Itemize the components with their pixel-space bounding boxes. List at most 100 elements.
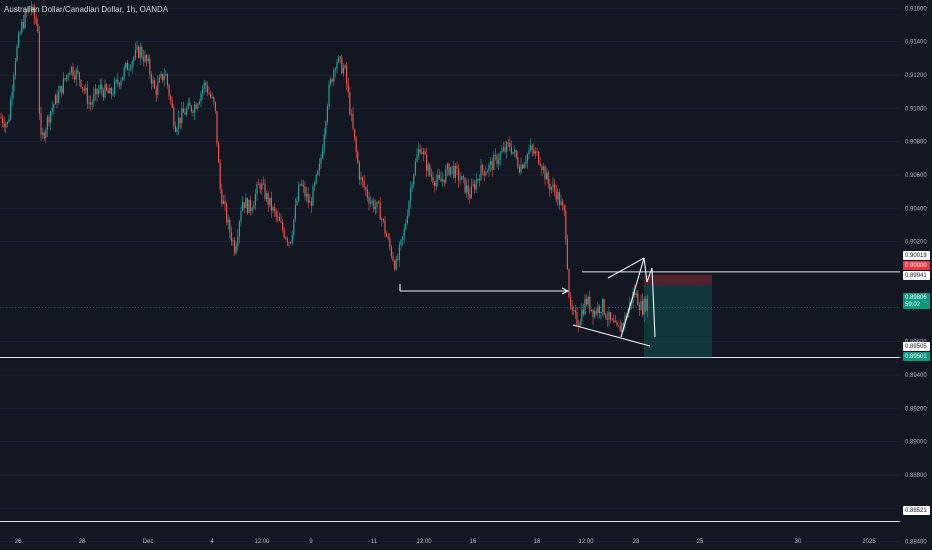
candle-body bbox=[352, 113, 354, 130]
candle-body bbox=[358, 162, 360, 180]
candle-body bbox=[258, 184, 260, 185]
time-axis[interactable]: 26 28 Dec 4 12:00 9 11 12:00 16 18 12:00 23 25 30 2025 bbox=[15, 539, 877, 545]
zigzag-projection[interactable] bbox=[620, 257, 656, 338]
candle-body bbox=[541, 165, 543, 170]
candle-body bbox=[498, 160, 500, 164]
candle-body bbox=[278, 216, 280, 222]
candle-body bbox=[266, 193, 268, 200]
time-tick-label: 4 bbox=[210, 539, 214, 545]
candle-body bbox=[178, 117, 180, 129]
candle-body bbox=[566, 239, 568, 270]
candle-body bbox=[114, 81, 116, 95]
candle-body bbox=[96, 88, 98, 95]
candle-body bbox=[120, 80, 122, 86]
wedge-lower-line[interactable] bbox=[572, 324, 651, 347]
candle-body bbox=[243, 202, 245, 208]
candle-body bbox=[440, 178, 442, 182]
candle-body bbox=[429, 164, 431, 176]
candle-body bbox=[490, 161, 492, 165]
candle-body bbox=[43, 132, 45, 139]
candle-body bbox=[547, 172, 549, 184]
candle-body bbox=[398, 245, 400, 260]
price-tick-label: 0.89000 bbox=[905, 440, 927, 446]
candle-body bbox=[256, 184, 258, 194]
price-tick-label: 0.90200 bbox=[905, 240, 927, 246]
candle-body bbox=[517, 157, 519, 167]
time-tick-label: 30 bbox=[795, 539, 802, 545]
stop-zone[interactable] bbox=[644, 275, 712, 285]
candle-body bbox=[458, 168, 460, 181]
candle-body bbox=[26, 11, 28, 13]
candle-body bbox=[136, 46, 138, 50]
profit-zone[interactable] bbox=[644, 284, 712, 359]
candle-body bbox=[187, 102, 189, 109]
candle-body bbox=[37, 23, 39, 32]
time-tick-label: 9 bbox=[309, 539, 313, 545]
candle-body bbox=[403, 229, 405, 237]
candle-body bbox=[325, 122, 327, 135]
candle-body bbox=[442, 179, 444, 182]
candle-body bbox=[350, 113, 352, 115]
candle-body bbox=[614, 321, 616, 323]
candle-body bbox=[550, 187, 552, 190]
candle-body bbox=[610, 312, 612, 320]
candle-body bbox=[590, 309, 592, 311]
candle-body bbox=[520, 164, 522, 173]
candle-body bbox=[362, 177, 364, 182]
candle-body bbox=[280, 221, 282, 223]
candle-body bbox=[491, 161, 493, 171]
candle-body bbox=[374, 206, 376, 210]
candle-body bbox=[130, 68, 132, 69]
wedge-upper-line[interactable] bbox=[607, 257, 645, 279]
candle-body bbox=[379, 202, 381, 220]
candle-body bbox=[542, 166, 544, 170]
candle-body bbox=[106, 84, 108, 91]
candle-body bbox=[334, 68, 336, 70]
candle-body bbox=[13, 75, 15, 92]
candle-body bbox=[565, 210, 567, 240]
candle-body bbox=[56, 94, 58, 103]
candle-body bbox=[290, 242, 292, 244]
candle-body bbox=[483, 170, 485, 176]
candle-body bbox=[285, 237, 287, 239]
candle-body bbox=[58, 92, 60, 103]
candle-body bbox=[219, 162, 221, 190]
candle-body bbox=[296, 200, 298, 206]
candle-body bbox=[142, 56, 144, 62]
candle-body bbox=[32, 6, 34, 11]
candle-body bbox=[395, 258, 397, 270]
candle-body bbox=[70, 66, 72, 73]
candle-body bbox=[275, 211, 277, 217]
candle-body bbox=[634, 291, 636, 296]
candle-body bbox=[474, 184, 476, 190]
candle-body bbox=[557, 192, 559, 200]
candle-body bbox=[582, 309, 584, 315]
candle-body bbox=[134, 49, 136, 58]
candle-body bbox=[237, 236, 239, 247]
candle-body bbox=[270, 197, 272, 211]
candle-body bbox=[504, 147, 506, 152]
candle-body bbox=[435, 180, 437, 187]
candle-body bbox=[514, 150, 516, 152]
candle-body bbox=[394, 260, 396, 270]
candle-body bbox=[126, 62, 128, 71]
candle-body bbox=[104, 84, 106, 98]
candle-body bbox=[619, 326, 621, 332]
candle-body bbox=[165, 74, 167, 76]
candle-body bbox=[85, 87, 87, 91]
candle-body bbox=[608, 312, 610, 320]
candle-body bbox=[387, 236, 389, 239]
price-tick-label: 0.91600 bbox=[905, 6, 927, 12]
arrow-head-icon bbox=[561, 287, 570, 295]
candle-body bbox=[194, 104, 196, 113]
drawing-layer[interactable] bbox=[0, 257, 900, 522]
candle-body bbox=[326, 106, 328, 123]
candle-body bbox=[67, 75, 69, 77]
candle-body bbox=[123, 67, 125, 77]
candle-body bbox=[560, 201, 562, 205]
price-tag-value: 0.89941 bbox=[905, 273, 927, 279]
candle-body bbox=[573, 310, 575, 311]
candle-body bbox=[298, 185, 300, 201]
